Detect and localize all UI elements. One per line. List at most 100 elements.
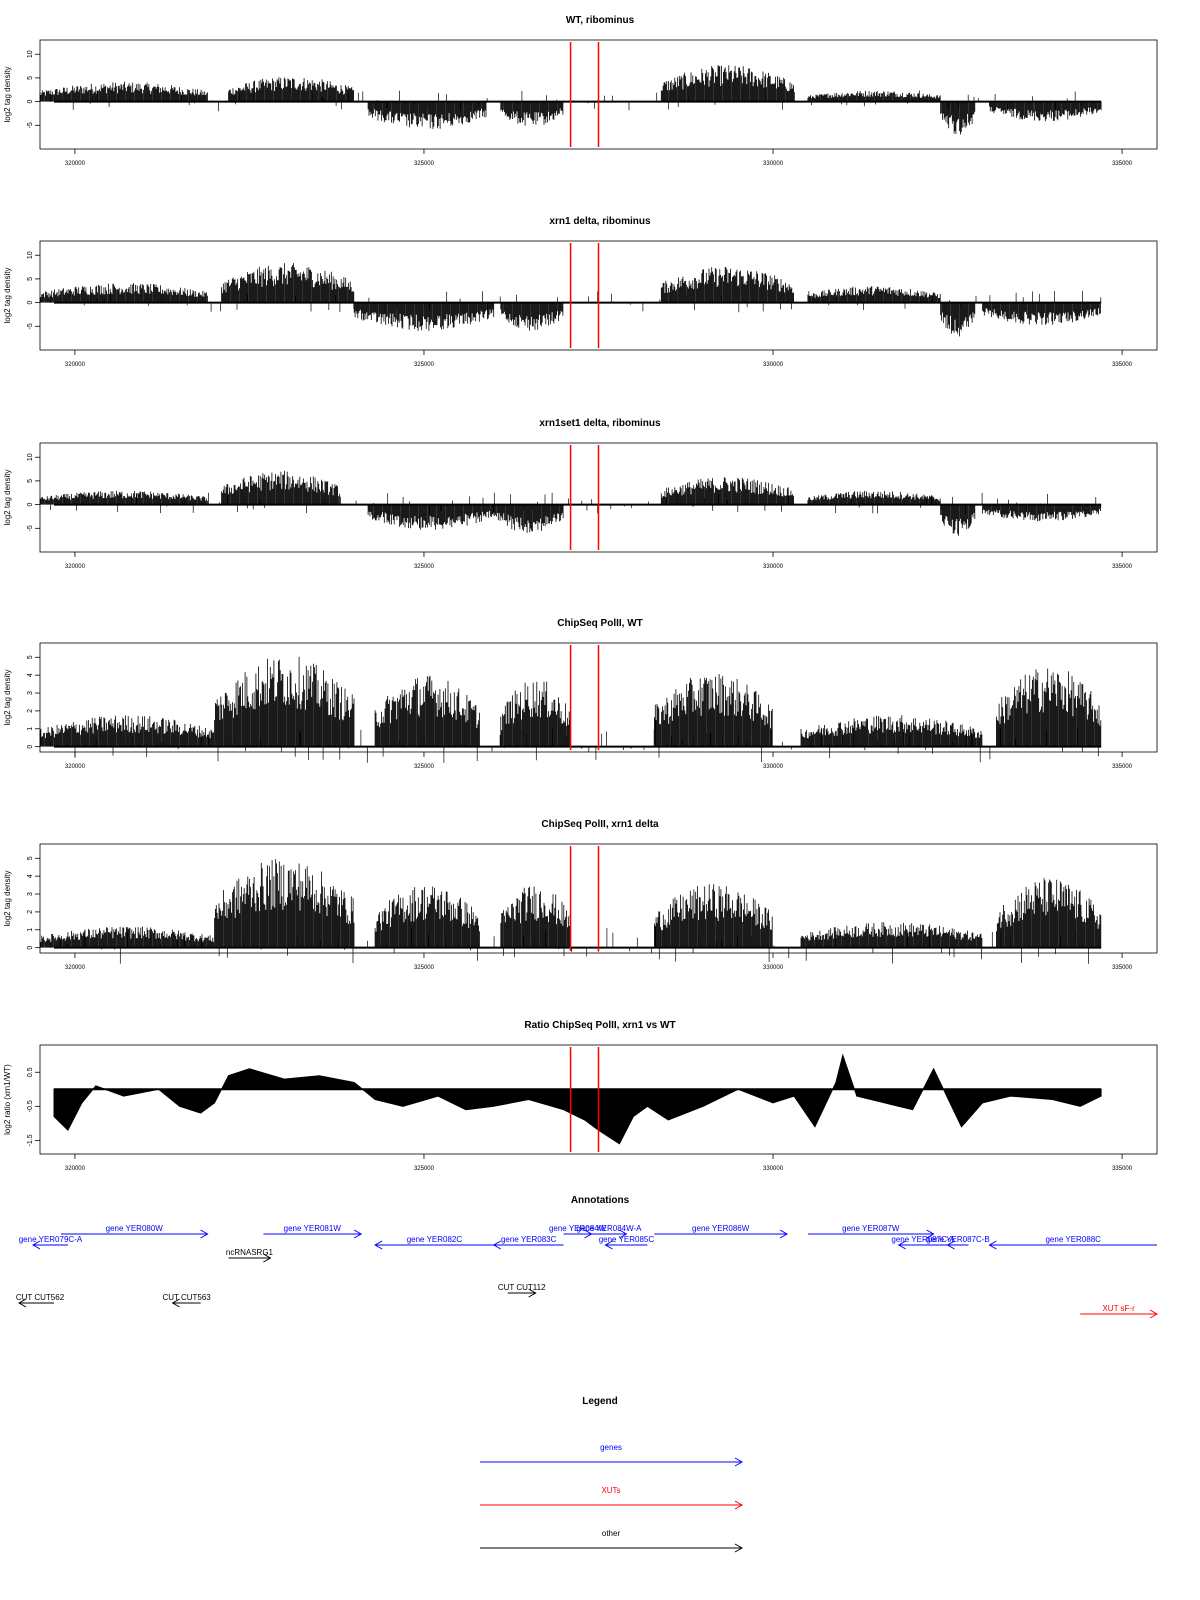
x-tick-label: 320000 [65,965,86,971]
y-tick-label: 0 [27,946,34,950]
signal-segment [500,101,564,126]
arrow-left-icon [897,1240,906,1250]
signal-segment [940,101,976,135]
signal-segment [807,90,941,102]
feature-other: CUT CUT112 [498,1283,546,1298]
feature-label: gene YER082C [407,1235,463,1244]
x-tick-label: 330000 [763,965,784,971]
x-tick-label: 320000 [65,1166,86,1172]
arrow-right-icon [200,1229,209,1239]
x-tick-label: 335000 [1112,1166,1133,1172]
feature-label: gene YER086W [692,1224,750,1233]
arrow-right-icon [263,1253,272,1263]
panel-xrn1set1-ribominus: xrn1set1 delta, ribominus log2 tag densit… [3,418,1158,570]
feature-label: gene YER087C-A [891,1235,955,1244]
x-tick-label: 320000 [65,362,86,368]
x-tick-label: 330000 [763,1166,784,1172]
feature-label: gene YER088C [1045,1235,1101,1244]
y-tick-label: 2 [27,910,34,914]
arrow-right-icon [734,1457,744,1467]
feature-label: gene YER080W [106,1224,164,1233]
feature-label: CUT CUT112 [498,1283,546,1292]
plot-frame [39,843,1158,954]
y-tick-label: 10 [27,251,34,259]
feature-gene: gene YER082C [374,1235,494,1250]
arrow-left-icon [32,1240,41,1250]
plot-frame [39,240,1158,351]
y-tick-label: -5 [27,122,34,128]
signal-segment [654,674,773,747]
y-tick-label: 0.5 [27,1067,34,1077]
y-tick-label: 5 [27,856,34,860]
signal-segment [500,302,564,331]
arrow-left-icon [946,1240,955,1250]
feature-label: gene YER087W [842,1224,900,1233]
signal-segment [982,302,1101,325]
arrow-left-icon [374,1240,383,1250]
y-tick-label: 4 [27,874,34,878]
signal-segment [982,504,1101,522]
signal-segment [39,926,215,948]
x-tick-label: 330000 [763,362,784,368]
feature-gene: gene YER080W [60,1224,209,1239]
arrow-right-icon [926,1229,935,1239]
y-tick-label: -5 [27,525,34,531]
y-tick-label: 10 [27,453,34,461]
panel-title: xrn1 delta, ribominus [549,216,651,227]
legend-label: XUTs [601,1486,620,1495]
x-tick-label: 335000 [1112,764,1133,770]
feature-gene: gene YER081W [263,1224,363,1239]
signal-segment [500,681,571,747]
feature-label: CUT CUT563 [162,1293,211,1302]
panel-title: Ratio ChipSeq PolII, xrn1 vs WT [524,1020,675,1031]
feature-gene: gene YER079C-A [19,1235,83,1250]
signal-segment [39,490,208,505]
panel-xrn1-ribominus: xrn1 delta, ribominus log2 tag density -5 0… [3,216,1158,368]
signal-segment [996,668,1102,747]
x-tick-label: 325000 [414,1166,435,1172]
y-tick-label: 2 [27,709,34,713]
ratio-area [53,1053,1102,1145]
y-tick-label: 5 [27,479,34,483]
feature-gene: gene YER087C-A [891,1235,956,1250]
y-tick-label: 5 [27,76,34,80]
x-tick-label: 320000 [65,564,86,570]
x-tick-label: 330000 [763,564,784,570]
y-tick-label: -0.5 [27,1100,34,1112]
x-tick-label: 330000 [763,161,784,167]
feature-other: CUT CUT562 [16,1293,65,1308]
y-tick-label: 0 [27,301,34,305]
y-tick-label: 1 [27,727,34,731]
arrow-right-icon [1149,1309,1159,1319]
y-axis-label: log2 tag density [3,469,12,525]
signal-segment [214,859,355,948]
y-tick-label: 10 [27,50,34,58]
arrow-right-icon [779,1229,789,1239]
y-tick-label: 5 [27,277,34,281]
arrow-right-icon [353,1229,363,1239]
y-tick-label: 0 [27,745,34,749]
signal-segment [353,302,495,331]
signal-segment [367,504,494,530]
x-tick-label: 325000 [414,362,435,368]
arrow-right-icon [619,1229,628,1239]
panel-title: WT, ribominus [566,15,635,26]
feature-gene: gene YER085C [599,1235,654,1250]
feature-label: gene YER087C-B [926,1235,989,1244]
feature-label: gene YER083C [501,1235,557,1244]
arrow-left-icon [604,1240,613,1250]
signal-segment [996,878,1102,948]
feature-label: XUT sF-r [1102,1304,1135,1313]
x-tick-label: 325000 [414,965,435,971]
feature-gene: gene YER084W-A [576,1224,642,1239]
feature-label: gene YER079C-A [19,1235,83,1244]
plot-frame [39,1044,1158,1155]
y-axis-label: log2 tag density [3,66,12,122]
feature-label: CUT CUT562 [16,1293,65,1302]
x-tick-label: 335000 [1112,161,1133,167]
y-tick-label: -1.5 [27,1134,34,1146]
legend-label: genes [600,1443,622,1452]
signal-segment [940,504,976,536]
legend-title: Legend [582,1396,618,1407]
